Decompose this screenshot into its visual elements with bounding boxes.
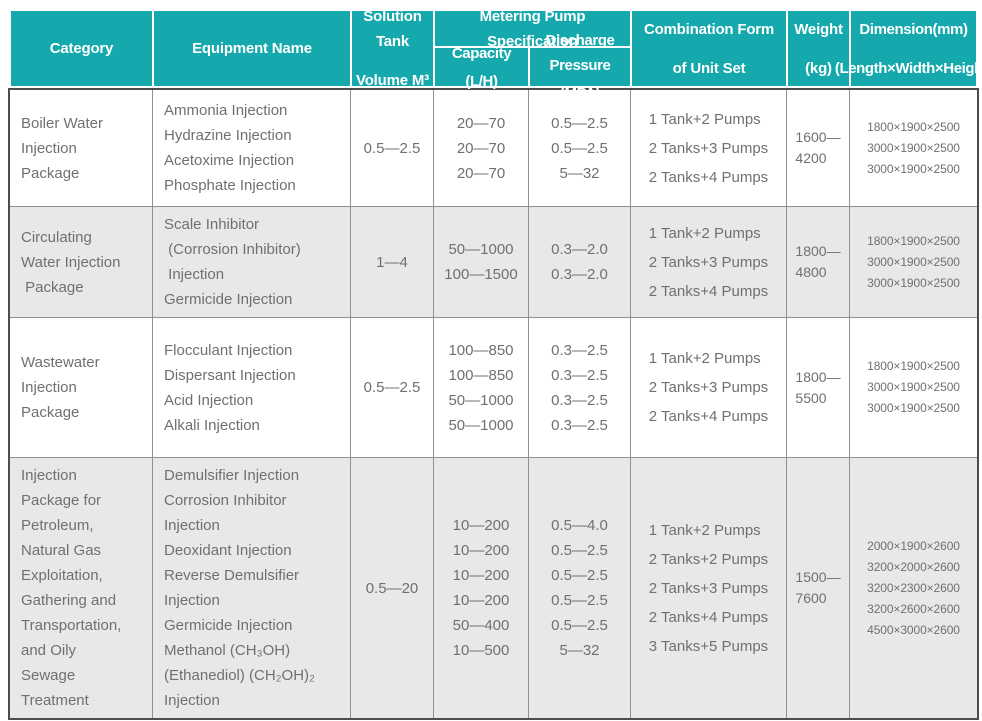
cell-combination-form: 1 Tank+2 Pumps 2 Tanks+2 Pumps 2 Tanks+3 P… xyxy=(631,458,787,718)
cell-weight: 1600— 4200 xyxy=(787,90,850,206)
cell-discharge-pressure: 0.5—4.0 0.5—2.5 0.5—2.5 0.5—2.5 0.5—2.5 5—32 xyxy=(529,458,631,718)
header-label-metering-pump-specification: Metering Pump Specification xyxy=(479,7,590,50)
table-body: Boiler Water Injection Package Ammonia Inj… xyxy=(8,88,979,720)
cell-solution-tank-volume: 0.5—2.5 xyxy=(351,90,434,206)
cell-combination-form: 1 Tank+2 Pumps 2 Tanks+3 Pumps 2 Tanks+4 P… xyxy=(631,207,787,317)
cell-capacity: 20—70 20—70 20—70 xyxy=(434,90,529,206)
table-row-circulating-water: Circulating Water Injection Package Scale… xyxy=(10,207,977,318)
header-cell-discharge-pressure: Discharge Pressure (MPA) xyxy=(529,32,631,102)
cell-solution-tank-volume: 1—4 xyxy=(351,207,434,317)
header-cell-equipment-name: Equipment Name xyxy=(153,10,351,87)
header-label-equipment-name: Equipment Name xyxy=(192,40,312,57)
header-cell-solution-tank-volume: Solution Tank Volume M³ xyxy=(351,8,434,89)
cell-equipment-name: Flocculant Injection Dispersant Injection… xyxy=(153,318,351,457)
cell-discharge-pressure: 0.3—2.5 0.3—2.5 0.3—2.5 0.3—2.5 xyxy=(529,318,631,457)
cell-category: Injection Package for Petroleum, Natural Ga… xyxy=(10,458,153,718)
table-row-boiler-water: Boiler Water Injection Package Ammonia Inj… xyxy=(10,90,977,207)
cell-category: Boiler Water Injection Package xyxy=(10,90,153,206)
cell-capacity: 100—850 100—850 50—1000 50—1000 xyxy=(434,318,529,457)
cell-combination-form: 1 Tank+2 Pumps 2 Tanks+3 Pumps 2 Tanks+4 P… xyxy=(631,318,787,457)
header-cell-weight: Weight (kg) xyxy=(787,10,850,87)
cell-combination-form: 1 Tank+2 Pumps 2 Tanks+3 Pumps 2 Tanks+4 P… xyxy=(631,90,787,206)
table-row-wastewater: Wastewater Injection Package Flocculant In… xyxy=(10,318,977,458)
cell-category: Wastewater Injection Package xyxy=(10,318,153,457)
header-cell-dimension: Dimension(mm) (Length×Width×Height) xyxy=(835,10,982,87)
cell-weight: 1500— 7600 xyxy=(787,458,850,718)
cell-solution-tank-volume: 0.5—2.5 xyxy=(351,318,434,457)
cell-capacity: 50—1000 100—1500 xyxy=(434,207,529,317)
cell-discharge-pressure: 0.3—2.0 0.3—2.0 xyxy=(529,207,631,317)
cell-discharge-pressure: 0.5—2.5 0.5—2.5 5—32 xyxy=(529,90,631,206)
cell-equipment-name: Scale Inhibitor (Corrosion Inhibitor) In… xyxy=(153,207,351,317)
header-cell-capacity: Capacity (L/H) xyxy=(434,45,529,90)
header-label-category: Category xyxy=(49,40,114,57)
table-header: Category Equipment Name Solution Tank Vol… xyxy=(10,8,982,102)
cell-weight: 1800— 5500 xyxy=(787,318,850,457)
cell-equipment-name: Ammonia Injection Hydrazine Injection Acet… xyxy=(153,90,351,206)
cell-dimension: 2000×1900×2600 3200×2000×2600 3200×2300×26… xyxy=(867,538,960,637)
cell-category: Circulating Water Injection Package xyxy=(10,207,153,317)
header-cell-category: Category xyxy=(10,10,153,87)
cell-capacity: 10—200 10—200 10—200 10—200 50—400 10—500 xyxy=(434,458,529,718)
cell-dimension: 1800×1900×2500 3000×1900×2500 3000×1900×25… xyxy=(867,359,960,415)
cell-weight: 1800— 4800 xyxy=(787,207,850,317)
header-cell-metering-pump-specification: Metering Pump Specification xyxy=(434,8,631,50)
cell-solution-tank-volume: 0.5—20 xyxy=(351,458,434,718)
table-row-petroleum-injection: Injection Package for Petroleum, Natural Ga… xyxy=(10,458,977,718)
header-cell-combination-form: Combination Form of Unit Set xyxy=(631,10,787,87)
cell-dimension: 1800×1900×2500 3000×1900×2500 3000×1900×25… xyxy=(867,233,960,290)
cell-equipment-name: Demulsifier Injection Corrosion Inhibitor… xyxy=(153,458,351,718)
cell-dimension: 1800×1900×2500 3000×1900×2500 3000×1900×25… xyxy=(867,119,960,176)
